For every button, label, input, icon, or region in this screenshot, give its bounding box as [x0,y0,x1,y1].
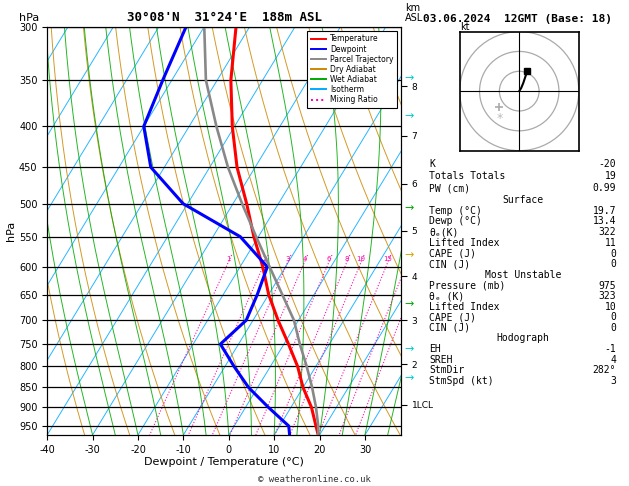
Text: Surface: Surface [502,195,543,205]
Text: 13.4: 13.4 [593,216,616,226]
Text: Totals Totals: Totals Totals [429,171,506,181]
Text: θₑ(K): θₑ(K) [429,227,459,237]
Text: 8: 8 [345,256,349,262]
Text: →: → [404,73,414,83]
Text: 30°08'N  31°24'E  188m ASL: 30°08'N 31°24'E 188m ASL [126,11,322,24]
Text: kt: kt [460,21,469,32]
Text: →: → [404,204,414,213]
Text: 975: 975 [598,280,616,291]
Text: 11: 11 [604,238,616,248]
Text: CIN (J): CIN (J) [429,323,470,332]
Text: StmSpd (kt): StmSpd (kt) [429,376,494,386]
Text: EH: EH [429,344,441,354]
Text: →: → [404,344,414,354]
Legend: Temperature, Dewpoint, Parcel Trajectory, Dry Adiabat, Wet Adiabat, Isotherm, Mi: Temperature, Dewpoint, Parcel Trajectory… [307,31,398,108]
Text: Hodograph: Hodograph [496,333,549,343]
Text: 0.99: 0.99 [593,183,616,193]
Text: Lifted Index: Lifted Index [429,238,500,248]
Text: StmDir: StmDir [429,365,465,375]
Text: CAPE (J): CAPE (J) [429,248,476,259]
Text: 6: 6 [326,256,331,262]
Text: SREH: SREH [429,355,453,364]
Text: PW (cm): PW (cm) [429,183,470,193]
Text: Pressure (mb): Pressure (mb) [429,280,506,291]
Text: 4: 4 [303,256,307,262]
Text: →: → [404,373,414,383]
Text: hPa: hPa [19,13,39,23]
Y-axis label: hPa: hPa [6,221,16,241]
Text: θₑ (K): θₑ (K) [429,291,465,301]
Text: 0: 0 [610,323,616,332]
Text: *: * [496,112,503,125]
Text: 10: 10 [357,256,365,262]
Text: →: → [404,299,414,309]
Text: 0: 0 [610,312,616,322]
Text: 15: 15 [384,256,392,262]
Text: km
ASL: km ASL [405,2,423,23]
Text: 1: 1 [226,256,231,262]
Text: →: → [404,112,414,122]
Text: 322: 322 [598,227,616,237]
Text: Dewp (°C): Dewp (°C) [429,216,482,226]
X-axis label: Dewpoint / Temperature (°C): Dewpoint / Temperature (°C) [144,457,304,468]
Text: 0: 0 [610,248,616,259]
Text: 03.06.2024  12GMT (Base: 18): 03.06.2024 12GMT (Base: 18) [423,14,612,24]
Text: 3: 3 [286,256,290,262]
Text: 2: 2 [263,256,267,262]
Text: 19.7: 19.7 [593,206,616,216]
Text: 282°: 282° [593,365,616,375]
Text: Temp (°C): Temp (°C) [429,206,482,216]
Text: -20: -20 [598,159,616,169]
Text: K: K [429,159,435,169]
Text: -1: -1 [604,344,616,354]
Text: 10: 10 [604,302,616,312]
Text: 19: 19 [604,171,616,181]
Text: Most Unstable: Most Unstable [484,270,561,280]
Text: 323: 323 [598,291,616,301]
Text: Lifted Index: Lifted Index [429,302,500,312]
Text: 3: 3 [610,376,616,386]
Text: CIN (J): CIN (J) [429,260,470,269]
Text: CAPE (J): CAPE (J) [429,312,476,322]
Text: © weatheronline.co.uk: © weatheronline.co.uk [258,474,371,484]
Text: →: → [404,250,414,260]
Text: 4: 4 [610,355,616,364]
Text: 0: 0 [610,260,616,269]
